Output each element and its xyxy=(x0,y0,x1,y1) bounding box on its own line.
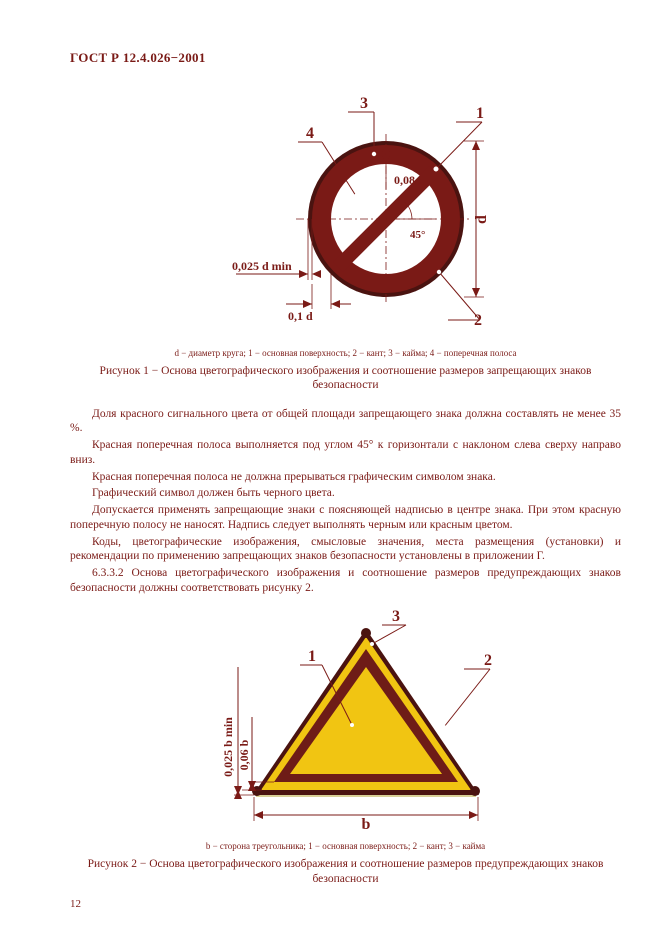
figure-2-legend: b − сторона треугольника; 1 − основная п… xyxy=(70,841,621,851)
para-2: Красная поперечная полоса выполняется по… xyxy=(70,438,621,467)
figure-1-prohibition-sign: d 1 3 4 2 0,08 d 45° xyxy=(136,84,556,344)
figure-1-caption: Рисунок 1 − Основа цветографического изо… xyxy=(86,364,606,393)
f2-dim-min: 0,025 b min xyxy=(221,717,235,777)
page-number: 12 xyxy=(70,898,81,910)
callout-2: 2 xyxy=(474,312,482,329)
figure-2-caption: Рисунок 2 − Основа цветографического изо… xyxy=(86,857,606,886)
para-1: Доля красного сигнального цвета от общей… xyxy=(70,407,621,436)
dim-ring: 0,08 d xyxy=(394,173,425,187)
callout-3: 3 xyxy=(360,95,368,112)
f2-dim-inner: 0,06 b xyxy=(237,740,251,771)
document-header: ГОСТ Р 12.4.026−2001 xyxy=(70,50,621,66)
para-7: 6.3.3.2 Основа цветографического изображ… xyxy=(70,566,621,595)
para-4: Графический символ должен быть черного ц… xyxy=(70,486,621,501)
body-text: Доля красного сигнального цвета от общей… xyxy=(70,407,621,596)
f2-callout-3: 3 xyxy=(392,608,400,625)
callout-4: 4 xyxy=(306,125,314,142)
callout-1: 1 xyxy=(476,105,484,122)
dim-min: 0,025 d min xyxy=(232,259,292,273)
dim-kant: 0,1 d xyxy=(288,309,313,323)
dim-d: d xyxy=(473,215,490,224)
para-5: Допускается применять запрещающие знаки … xyxy=(70,503,621,532)
figure-2-warning-sign: 3 1 2 b 0,025 b min 0,06 b xyxy=(146,607,546,837)
dim-angle: 45° xyxy=(410,229,425,241)
para-3: Красная поперечная полоса не должна прер… xyxy=(70,470,621,485)
figure-1-legend: d − диаметр круга; 1 − основная поверхно… xyxy=(70,348,621,358)
f2-callout-2: 2 xyxy=(484,652,492,669)
f2-dim-b: b xyxy=(361,816,370,833)
f2-callout-1: 1 xyxy=(308,648,316,665)
para-6: Коды, цветографические изображения, смыс… xyxy=(70,535,621,564)
